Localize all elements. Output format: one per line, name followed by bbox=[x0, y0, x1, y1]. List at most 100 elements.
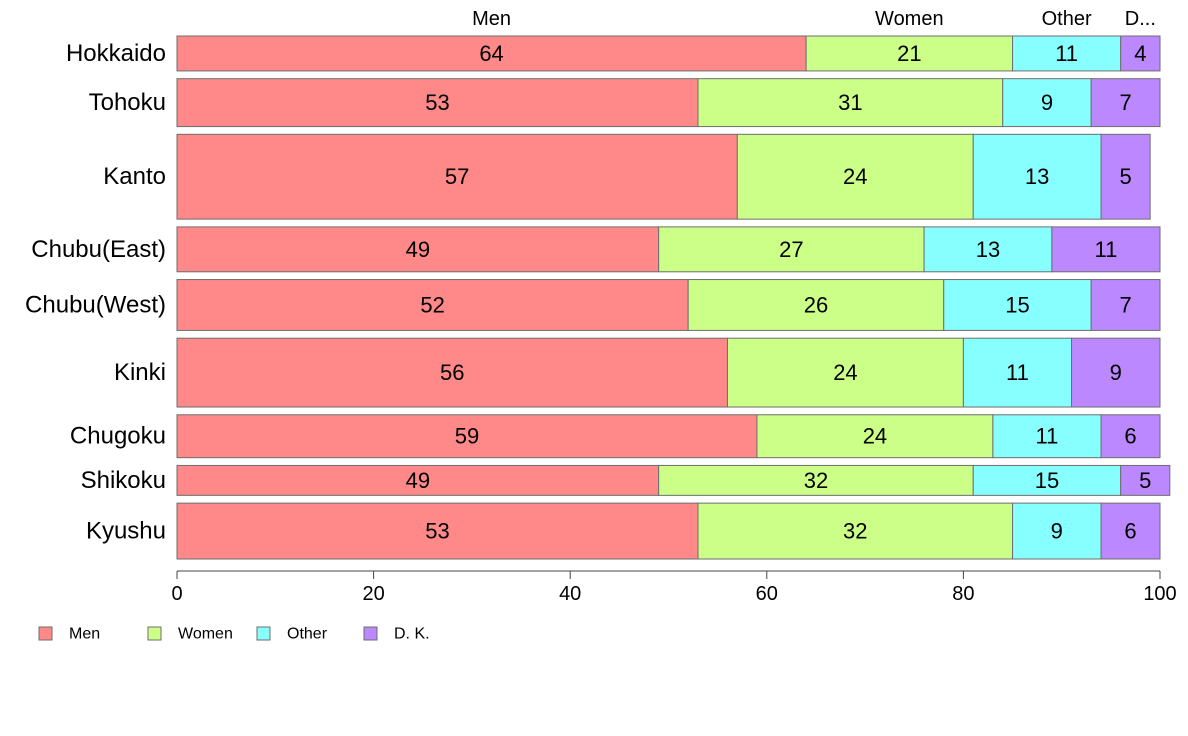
bar-value-label: 11 bbox=[1095, 237, 1118, 262]
bar-segment bbox=[943, 279, 1092, 331]
x-axis: 0 20 40 60 80 100 bbox=[171, 570, 1177, 605]
legend: Men Women Other D. K. bbox=[38, 626, 430, 643]
bar-value-label: 53 bbox=[425, 519, 449, 544]
bar-segment bbox=[697, 78, 1004, 128]
bar-value-label: 7 bbox=[1119, 90, 1131, 115]
series-header-label: Other bbox=[1042, 8, 1092, 30]
bar-segment bbox=[1090, 279, 1161, 331]
bar-value-label: 13 bbox=[976, 237, 1000, 262]
category-label: Chubu(East) bbox=[31, 236, 166, 263]
bar-segment bbox=[658, 226, 925, 273]
bar-segment bbox=[687, 279, 945, 331]
bar-value-label: 7 bbox=[1119, 292, 1131, 317]
bar-value-label: 13 bbox=[1025, 164, 1049, 189]
bar-segment bbox=[1002, 78, 1092, 128]
bar-segment bbox=[962, 337, 1073, 408]
category-label: Tohoku bbox=[89, 89, 166, 116]
bar-value-label: 49 bbox=[406, 468, 430, 493]
bar-value-label: 64 bbox=[479, 41, 503, 66]
bar-segment bbox=[176, 78, 699, 128]
bar-value-label: 24 bbox=[833, 360, 857, 385]
bar-segment bbox=[992, 414, 1102, 459]
x-tick-label: 0 bbox=[171, 583, 182, 605]
legend-swatch bbox=[363, 626, 378, 641]
bar-segment bbox=[176, 464, 660, 496]
legend-label: Men bbox=[69, 626, 100, 643]
bar-segment bbox=[1012, 502, 1102, 560]
legend-label: D. K. bbox=[394, 626, 430, 643]
bar-segment bbox=[176, 133, 738, 220]
bar-segment bbox=[176, 226, 660, 273]
bar-value-label: 5 bbox=[1139, 468, 1151, 493]
series-header-labels: Men Women Other D... bbox=[472, 8, 1156, 30]
bar-value-label: 57 bbox=[445, 164, 469, 189]
series-header-label: Women bbox=[875, 8, 944, 30]
bar-value-label: 56 bbox=[440, 360, 464, 385]
category-labels: Hokkaido Tohoku Kanto Chubu(East) Chubu(West… bbox=[25, 40, 166, 545]
bar-segment bbox=[972, 464, 1122, 496]
bar-segment bbox=[1100, 502, 1161, 560]
bar-value-label: 11 bbox=[1036, 424, 1059, 449]
bar-segment bbox=[1012, 35, 1122, 72]
category-label: Kanto bbox=[103, 163, 166, 190]
bar-segment bbox=[726, 337, 964, 408]
bar-segment bbox=[697, 502, 1014, 560]
bar-value-label: 32 bbox=[804, 468, 828, 493]
bar-segment bbox=[1071, 337, 1161, 408]
bar-segment bbox=[1120, 35, 1161, 72]
bar-segment bbox=[176, 414, 758, 459]
bar-value-label: 52 bbox=[420, 292, 444, 317]
legend-swatch bbox=[38, 626, 53, 641]
bar-segment bbox=[1120, 464, 1171, 496]
bar-value-label: 6 bbox=[1124, 519, 1136, 544]
bar-value-label: 4 bbox=[1134, 41, 1146, 66]
category-label: Shikoku bbox=[81, 467, 166, 494]
bar-value-label: 31 bbox=[838, 90, 862, 115]
legend-swatch bbox=[256, 626, 271, 641]
bar-value-label: 24 bbox=[863, 424, 887, 449]
bar-value-label: 59 bbox=[455, 424, 479, 449]
legend-label: Women bbox=[178, 626, 233, 643]
bar-value-label: 11 bbox=[1006, 360, 1029, 385]
bar-value-label: 5 bbox=[1119, 164, 1131, 189]
bar-segment bbox=[1090, 78, 1161, 128]
category-label: Hokkaido bbox=[66, 40, 166, 67]
bar-value-label: 15 bbox=[1035, 468, 1059, 493]
series-header-label: D... bbox=[1125, 8, 1156, 30]
bar-segment bbox=[176, 279, 689, 331]
x-tick-label: 20 bbox=[362, 583, 384, 605]
bar-segment bbox=[1051, 226, 1161, 273]
bar-value-label: 6 bbox=[1124, 424, 1136, 449]
category-label: Chubu(West) bbox=[25, 291, 166, 318]
bar-value-label: 26 bbox=[804, 292, 828, 317]
x-tick-label: 100 bbox=[1143, 583, 1176, 605]
bar-value-label: 15 bbox=[1005, 292, 1029, 317]
bar-value-label: 9 bbox=[1041, 90, 1053, 115]
bar-segment bbox=[1100, 414, 1161, 459]
bar-value-label: 11 bbox=[1055, 41, 1078, 66]
bar-value-label: 27 bbox=[779, 237, 803, 262]
category-label: Chugoku bbox=[70, 423, 166, 450]
x-tick-label: 40 bbox=[559, 583, 581, 605]
bar-value-label: 9 bbox=[1051, 519, 1063, 544]
x-tick-label: 60 bbox=[756, 583, 778, 605]
bar-value-label: 53 bbox=[425, 90, 449, 115]
bar-segment bbox=[805, 35, 1014, 72]
bar-value-label: 9 bbox=[1110, 360, 1122, 385]
legend-swatch bbox=[147, 626, 162, 641]
bar-value-label: 49 bbox=[406, 237, 430, 262]
category-label: Kinki bbox=[114, 359, 166, 386]
series-header-label: Men bbox=[472, 8, 511, 30]
bar-value-label: 24 bbox=[843, 164, 867, 189]
bar-segment bbox=[736, 133, 974, 220]
bar-value-label: 32 bbox=[843, 519, 867, 544]
x-tick-label: 80 bbox=[952, 583, 974, 605]
bar-segment bbox=[1100, 133, 1151, 220]
legend-label: Other bbox=[287, 626, 328, 643]
bar-value-label: 21 bbox=[897, 41, 921, 66]
bar-segment bbox=[176, 337, 728, 408]
bar-segment bbox=[176, 35, 807, 72]
category-label: Kyushu bbox=[86, 518, 166, 545]
